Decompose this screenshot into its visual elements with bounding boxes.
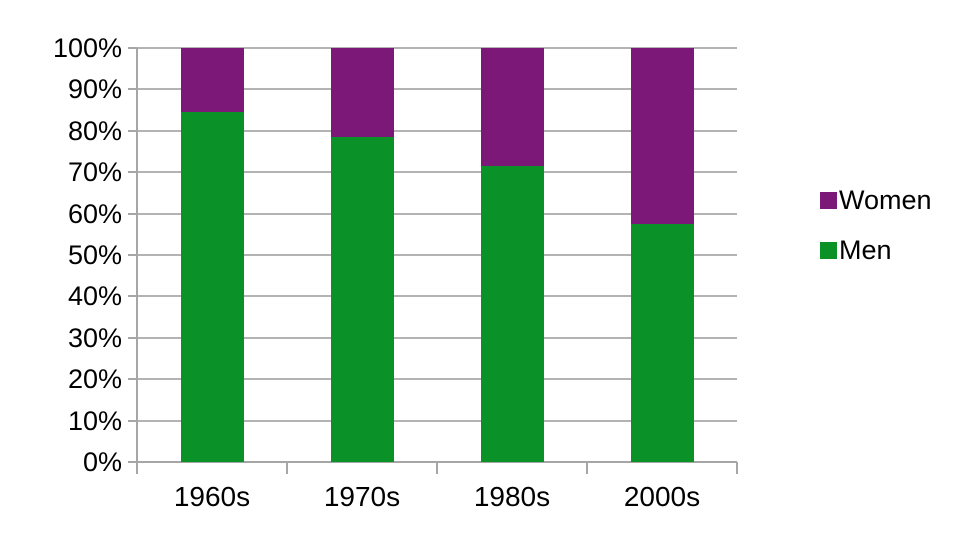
y-axis-label: 100% [52, 33, 122, 63]
y-axis-label: 50% [67, 240, 122, 270]
x-axis-tick [586, 462, 588, 474]
x-axis-tick [736, 462, 738, 474]
y-axis-label: 20% [67, 364, 122, 395]
bar-segment-men-1980s [480, 165, 544, 462]
bar-segment-men-1960s [180, 112, 244, 462]
y-axis-tick [128, 336, 137, 339]
legend: Women Men [820, 185, 932, 265]
y-axis-label: 60% [67, 198, 122, 229]
gridline [137, 336, 737, 339]
x-axis-label: 1970s [323, 481, 401, 512]
gridline [137, 295, 737, 298]
gridline [137, 171, 737, 174]
legend-label-women: Women [839, 185, 932, 215]
bar-segment-men-2000s [630, 223, 694, 462]
x-axis-tick [436, 462, 438, 474]
x-axis-label: 1960s [173, 481, 251, 512]
men-swatch-icon [820, 242, 837, 259]
y-axis-label: 40% [67, 281, 122, 312]
y-axis-tick [128, 378, 137, 381]
gridline [137, 47, 737, 49]
x-axis-tick [286, 462, 288, 474]
bar-segment-women-1970s [330, 48, 394, 137]
y-axis-line [136, 48, 138, 474]
y-axis-tick [128, 419, 137, 422]
y-axis-tick [128, 295, 137, 298]
legend-item-women: Women [820, 185, 932, 215]
y-axis-label: 90% [67, 74, 122, 105]
bar-segment-women-2000s [630, 48, 694, 224]
gridline [137, 378, 737, 381]
y-axis-label: 30% [67, 322, 122, 353]
y-axis-label: 0% [82, 447, 122, 477]
gridline [137, 212, 737, 215]
y-axis-label: 80% [67, 115, 122, 146]
gridline [137, 88, 737, 91]
gridline [137, 419, 737, 422]
y-axis-tick [128, 129, 137, 132]
gridline [137, 254, 737, 256]
y-axis-tick [128, 461, 137, 463]
legend-label-men: Men [839, 235, 892, 265]
y-axis-label: 70% [67, 157, 122, 188]
women-swatch-icon [820, 192, 837, 209]
y-axis-tick [128, 212, 137, 215]
bar-segment-women-1960s [180, 48, 244, 113]
y-axis-tick [128, 254, 137, 256]
y-axis-tick [128, 47, 137, 49]
legend-item-men: Men [820, 235, 932, 265]
x-axis-label: 2000s [623, 481, 701, 512]
bar-segment-women-1980s [480, 48, 544, 166]
y-axis-label: 10% [67, 405, 122, 436]
x-axis-label: 1980s [473, 481, 551, 512]
bar-segment-men-1970s [330, 137, 394, 462]
gridline [137, 129, 737, 132]
y-axis-tick [128, 88, 137, 91]
y-axis-tick [128, 171, 137, 174]
